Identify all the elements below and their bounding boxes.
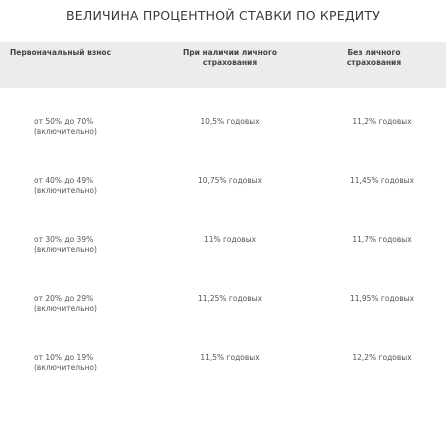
table-row: от 20% до 29% (включительно) 11,25% годо… xyxy=(0,265,446,324)
rate-without-insurance-cell: 12,2% годовых xyxy=(302,324,446,383)
header-down-payment: Первоначальный взнос xyxy=(0,42,158,88)
down-payment-cell: от 50% до 70% (включительно) xyxy=(0,88,158,147)
down-payment-cell: от 20% до 29% (включительно) xyxy=(0,265,158,324)
down-payment-range: от 10% до 19% xyxy=(34,353,94,362)
header-with-insurance-line2: страхования xyxy=(202,58,258,67)
rate-without-insurance: 12,2% годовых xyxy=(352,353,412,362)
down-payment-note: (включительно) xyxy=(34,127,97,136)
table-row: от 30% до 39% (включительно) 11% годовых… xyxy=(0,206,446,265)
down-payment-range: от 40% до 49% xyxy=(34,176,94,185)
rate-without-insurance-cell: 11,95% годовых xyxy=(302,265,446,324)
rate-without-insurance-cell: 11,7% годовых xyxy=(302,206,446,265)
rate-without-insurance-cell: 11,2% годовых xyxy=(302,88,446,147)
down-payment-note: (включительно) xyxy=(34,304,97,313)
down-payment-range: от 30% до 39% xyxy=(34,235,94,244)
down-payment-cell: от 30% до 39% (включительно) xyxy=(0,206,158,265)
rate-without-insurance: 11,7% годовых xyxy=(352,235,412,244)
header-down-payment-label: Первоначальный взнос xyxy=(10,48,112,57)
rate-with-insurance-cell: 10,75% годовых xyxy=(158,147,302,206)
header-without-insurance-line2: страхования xyxy=(346,58,402,67)
rate-with-insurance-cell: 11,5% годовых xyxy=(158,324,302,383)
down-payment-range: от 50% до 70% xyxy=(34,117,94,126)
rate-with-insurance-cell: 11% годовых xyxy=(158,206,302,265)
rate-with-insurance: 10,75% годовых xyxy=(197,176,263,185)
down-payment-note: (включительно) xyxy=(34,245,97,254)
table-row: от 40% до 49% (включительно) 10,75% годо… xyxy=(0,147,446,206)
down-payment-cell: от 40% до 49% (включительно) xyxy=(0,147,158,206)
page-title: ВЕЛИЧИНА ПРОЦЕНТНОЙ СТАВКИ ПО КРЕДИТУ xyxy=(65,8,381,23)
rate-without-insurance: 11,45% годовых xyxy=(349,176,415,185)
table-row: от 50% до 70% (включительно) 10,5% годов… xyxy=(0,88,446,147)
header-without-insurance: Без личного страхования xyxy=(302,42,446,88)
rate-with-insurance: 11% годовых xyxy=(203,235,257,244)
rate-with-insurance: 11,5% годовых xyxy=(200,353,260,362)
rate-without-insurance: 11,95% годовых xyxy=(349,294,415,303)
down-payment-cell: от 10% до 19% (включительно) xyxy=(0,324,158,383)
interest-rate-table: Первоначальный взнос При наличии личного… xyxy=(0,42,446,383)
header-with-insurance-line1: При наличии личного xyxy=(182,48,278,57)
rate-without-insurance: 11,2% годовых xyxy=(352,117,412,126)
down-payment-note: (включительно) xyxy=(34,186,97,195)
down-payment-range: от 20% до 29% xyxy=(34,294,94,303)
rate-with-insurance: 11,25% годовых xyxy=(197,294,263,303)
rate-with-insurance-cell: 11,25% годовых xyxy=(158,265,302,324)
down-payment-note: (включительно) xyxy=(34,363,97,372)
table-header-row: Первоначальный взнос При наличии личного… xyxy=(0,42,446,88)
table-row: от 10% до 19% (включительно) 11,5% годов… xyxy=(0,324,446,383)
header-without-insurance-line1: Без личного xyxy=(347,48,401,57)
rate-with-insurance: 10,5% годовых xyxy=(200,117,260,126)
rate-with-insurance-cell: 10,5% годовых xyxy=(158,88,302,147)
header-with-insurance: При наличии личного страхования xyxy=(158,42,302,88)
rate-without-insurance-cell: 11,45% годовых xyxy=(302,147,446,206)
